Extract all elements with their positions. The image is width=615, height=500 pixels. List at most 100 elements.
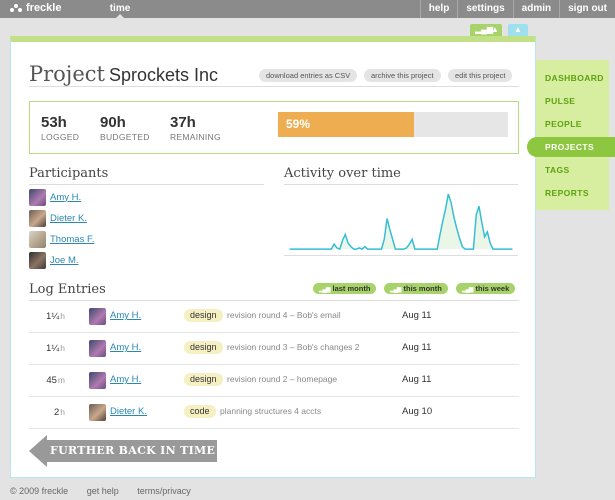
participant-item: Dieter K.: [29, 209, 87, 227]
pulse-toggle-button[interactable]: ▂▄▆ ▲: [470, 24, 502, 36]
stat-budgeted: 90h BUDGETED: [100, 114, 150, 142]
avatar: [29, 251, 46, 269]
filter-this-week-button[interactable]: ▂▄▆ this week: [456, 283, 516, 294]
sidebar-item-reports[interactable]: REPORTS: [545, 188, 589, 198]
entry-description: planning structures 4 accts: [220, 406, 322, 416]
filter-label: this month: [403, 284, 442, 293]
entry-hours: 1¼h: [46, 311, 65, 322]
nav-sign-out-link[interactable]: sign out: [559, 0, 615, 18]
budgeted-value: 90h: [100, 114, 126, 131]
entry-hours: 1¼h: [46, 343, 65, 354]
entry-date: Aug 11: [402, 342, 432, 353]
entry-hours: 45m: [46, 375, 65, 386]
project-stats: 53h LOGGED 90h BUDGETED 37h REMAINING 59…: [29, 101, 519, 154]
entry-date: Aug 10: [402, 406, 433, 417]
sidebar-item-projects[interactable]: PROJECTS: [527, 137, 615, 157]
filter-label: this week: [475, 284, 510, 293]
avatar: [89, 308, 106, 325]
activity-chart: [284, 193, 518, 256]
stat-remaining: 37h REMAINING: [170, 114, 221, 142]
sidebar-item-tags[interactable]: TAGS: [545, 165, 570, 175]
collapse-toggle-button[interactable]: ▲: [508, 24, 528, 36]
log-entries-heading: Log Entries: [29, 282, 106, 297]
get-help-link[interactable]: get help: [86, 486, 119, 496]
activity-heading: Activity over time: [284, 166, 401, 181]
chevron-up-icon: ▲: [514, 25, 522, 34]
participants-divider: [29, 184, 264, 185]
edit-project-button[interactable]: edit this project: [448, 69, 513, 82]
sidebar-item-label: PROJECTS: [545, 142, 595, 152]
title-divider: [29, 86, 519, 87]
sidebar-item-pulse[interactable]: PULSE: [545, 96, 576, 106]
arrow-left-icon: [29, 435, 47, 467]
avatar: [89, 372, 106, 389]
progress-percent: 59%: [286, 117, 311, 131]
participant-item: Amy H.: [29, 188, 81, 206]
avatar: [29, 230, 46, 248]
participant-link[interactable]: Amy H.: [50, 191, 82, 203]
filter-last-month-button[interactable]: ▂▄▆ last month: [313, 283, 377, 294]
entry-description: revision round 2 – homepage: [227, 374, 338, 384]
log-divider: [29, 300, 519, 301]
logged-label: LOGGED: [41, 132, 80, 142]
activity-line: [289, 193, 513, 251]
tab-time[interactable]: time: [100, 0, 140, 18]
signal-bars-icon: ▂▄▆: [462, 287, 474, 293]
page-title: Project Sprockets Inc: [29, 62, 218, 86]
terms-privacy-link[interactable]: terms/privacy: [137, 486, 191, 496]
archive-project-button[interactable]: archive this project: [364, 69, 441, 82]
remaining-value: 37h: [170, 114, 196, 131]
further-back-button[interactable]: FURTHER BACK IN TIME: [29, 435, 219, 467]
footer: © 2009 freckle get help terms/privacy: [10, 486, 207, 496]
activity-area: [289, 194, 513, 250]
entry-tag[interactable]: design: [184, 309, 223, 322]
signal-bars-icon: ▂▄▆: [390, 287, 402, 293]
table-row: 1¼h Amy H. design revision round 3 – Bob…: [29, 333, 519, 365]
title-prefix: Project: [29, 62, 105, 86]
sidebar: DASHBOARD PULSE PEOPLE TAGS REPORTS: [536, 60, 609, 210]
table-row: 1¼h Amy H. design revision round 4 – Bob…: [29, 301, 519, 333]
budgeted-label: BUDGETED: [100, 132, 150, 142]
top-bar: freckle time help settings admin sign ou…: [0, 0, 615, 18]
top-nav: help settings admin sign out: [419, 0, 615, 18]
further-back-label: FURTHER BACK IN TIME: [47, 440, 217, 462]
filter-label: last month: [332, 284, 371, 293]
entry-description: revision round 3 – Bob's changes 2: [227, 342, 360, 352]
filter-this-month-button[interactable]: ▂▄▆ this month: [384, 283, 448, 294]
freckle-dots-icon: [10, 3, 22, 13]
nav-help-link[interactable]: help: [419, 0, 458, 18]
participant-link[interactable]: Thomas F.: [50, 233, 95, 245]
entry-description: revision round 4 – Bob's email: [227, 310, 341, 320]
entry-date: Aug 11: [402, 374, 432, 385]
entry-user-link[interactable]: Dieter K.: [110, 406, 147, 417]
entry-tag[interactable]: design: [184, 373, 223, 386]
project-name: Sprockets Inc: [108, 65, 218, 85]
avatar: [89, 340, 106, 357]
chevron-up-icon: ▲: [491, 25, 499, 34]
table-row: 45m Amy H. design revision round 2 – hom…: [29, 365, 519, 397]
entry-user-link[interactable]: Amy H.: [110, 374, 142, 385]
project-panel: Project Sprockets Inc download entries as…: [10, 36, 536, 478]
signal-bars-icon: ▂▄▆: [475, 25, 493, 34]
entry-tag[interactable]: code: [184, 405, 216, 418]
participant-item: Joe M.: [29, 251, 79, 269]
sidebar-item-people[interactable]: PEOPLE: [545, 119, 582, 129]
entry-user-link[interactable]: Amy H.: [110, 342, 142, 353]
progress-fill: [278, 112, 414, 137]
avatar: [89, 404, 106, 421]
participant-link[interactable]: Joe M.: [50, 254, 79, 266]
table-row: 2h Dieter K. code planning structures 4 …: [29, 397, 519, 429]
activity-divider: [284, 184, 518, 185]
sidebar-item-dashboard[interactable]: DASHBOARD: [545, 73, 604, 83]
entry-tag[interactable]: design: [184, 341, 223, 354]
download-csv-button[interactable]: download entries as CSV: [259, 69, 358, 82]
budget-progress-bar: 59%: [278, 112, 508, 137]
participants-heading: Participants: [29, 166, 109, 181]
avatar: [29, 188, 46, 206]
participant-link[interactable]: Dieter K.: [50, 212, 87, 224]
nav-admin-link[interactable]: admin: [512, 0, 559, 18]
participant-item: Thomas F.: [29, 230, 94, 248]
freckle-logo[interactable]: freckle: [10, 2, 61, 14]
entry-user-link[interactable]: Amy H.: [110, 310, 142, 321]
nav-settings-link[interactable]: settings: [457, 0, 512, 18]
